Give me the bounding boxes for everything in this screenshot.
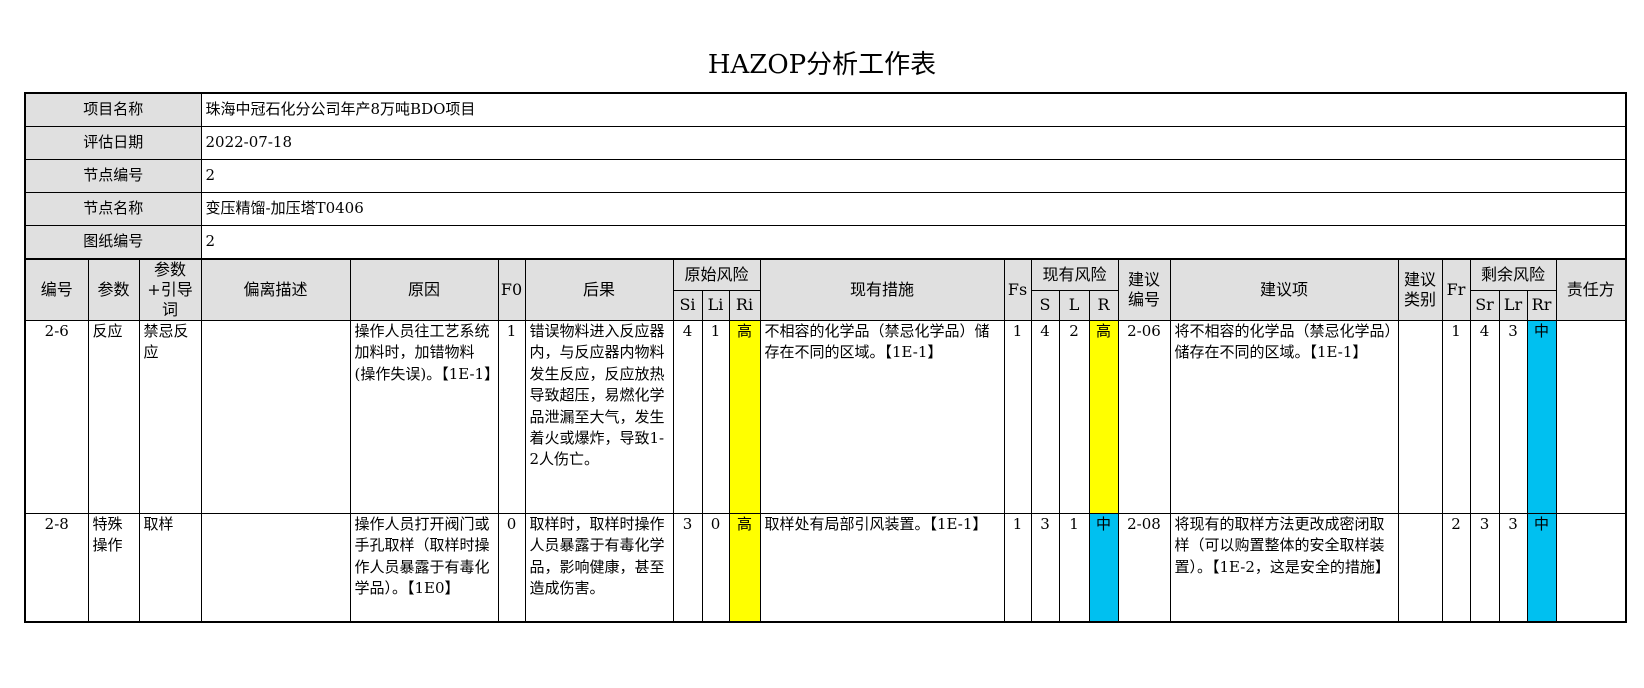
- info-row-date: 评估日期 2022-07-18: [24, 126, 1628, 160]
- cell-rec-id: 2-06: [1117, 320, 1171, 514]
- cell-param: 反应: [87, 320, 140, 514]
- header-fs: Fs: [1003, 258, 1032, 321]
- cell-li: 0: [701, 513, 730, 623]
- header-original-risk: 原始风险: [672, 257, 761, 291]
- cell-owner: [1555, 320, 1628, 514]
- cell-param-guide: 禁忌反应: [138, 320, 202, 514]
- info-label: 图纸编号: [24, 225, 202, 260]
- header-consequence: 后果: [524, 258, 674, 321]
- cell-deviation: [200, 320, 351, 514]
- header-param-guide: 参数+引导词: [138, 258, 202, 321]
- header-param: 参数: [87, 258, 140, 321]
- info-label: 评估日期: [24, 126, 202, 160]
- header-recommendation: 建议项: [1169, 258, 1399, 321]
- cell-consequence: 错误物料进入反应器内，与反应器内物料发生反应，反应放热导致超压，易燃化学品泄漏至…: [524, 320, 674, 514]
- page-title: HAZOP分析工作表: [707, 50, 937, 80]
- cell-l: 1: [1058, 513, 1090, 623]
- header-owner: 责任方: [1555, 258, 1628, 321]
- cell-sr: 4: [1469, 320, 1500, 514]
- cell-fr: 1: [1441, 320, 1471, 514]
- cell-id: 2-6: [24, 320, 89, 514]
- info-label: 节点名称: [24, 192, 202, 226]
- cell-ri: 高: [728, 320, 761, 514]
- cell-param-guide: 取样: [138, 513, 202, 623]
- header-li: Li: [701, 289, 730, 322]
- cell-si: 4: [672, 320, 703, 514]
- header-rec-type: 建议类别: [1397, 258, 1443, 321]
- header-residual-risk: 剩余风险: [1469, 257, 1557, 291]
- header-current-risk: 现有风险: [1030, 257, 1119, 291]
- header-row: 编号 参数 参数+引导词 偏离描述 原因 F0 后果 原始风险 现有措施 Fs …: [24, 257, 1628, 321]
- cell-sr: 3: [1469, 513, 1500, 623]
- header-rr: Rr: [1526, 289, 1557, 322]
- info-row-node-id: 节点编号 2: [24, 159, 1628, 193]
- header-measures: 现有措施: [759, 258, 1005, 321]
- info-label: 项目名称: [24, 92, 202, 127]
- cell-cause: 操作人员打开阀门或手孔取样（取样时操作人员暴露于有毒化学品）。【1E0】: [349, 513, 499, 623]
- cell-r: 中: [1088, 513, 1119, 623]
- info-value: 珠海中冠石化分公司年产8万吨BDO项目: [200, 92, 1628, 127]
- cell-f0: 1: [497, 320, 526, 514]
- cell-l: 2: [1058, 320, 1090, 514]
- table-row: 2-6 反应 禁忌反应 操作人员往工艺系统加料时，加错物料(操作失误)。【1E-…: [24, 320, 1628, 514]
- header-l: L: [1058, 289, 1090, 322]
- cell-rr: 中: [1526, 320, 1557, 514]
- header-lr: Lr: [1498, 289, 1528, 322]
- header-si: Si: [672, 289, 703, 322]
- cell-fs: 1: [1003, 320, 1032, 514]
- header-cause: 原因: [349, 258, 499, 321]
- cell-si: 3: [672, 513, 703, 623]
- cell-deviation: [200, 513, 351, 623]
- header-s: S: [1030, 289, 1060, 322]
- table-row: 2-8 特殊操作 取样 操作人员打开阀门或手孔取样（取样时操作人员暴露于有毒化学…: [24, 513, 1628, 623]
- header-id: 编号: [24, 258, 89, 321]
- cell-rr: 中: [1526, 513, 1557, 623]
- cell-s: 3: [1030, 513, 1060, 623]
- header-subrow: Si Li Ri S L R Sr Lr Rr: [25, 289, 1626, 322]
- cell-fs: 1: [1003, 513, 1032, 623]
- info-row-project-name: 项目名称 珠海中冠石化分公司年产8万吨BDO项目: [24, 92, 1628, 127]
- cell-lr: 3: [1498, 320, 1528, 514]
- cell-rec-type: [1397, 320, 1443, 514]
- header-rec-id: 建议编号: [1117, 258, 1171, 321]
- cell-consequence: 取样时，取样时操作人员暴露于有毒化学品，影响健康，甚至造成伤害。: [524, 513, 674, 623]
- info-value: 2: [200, 159, 1628, 193]
- info-row-drawing-id: 图纸编号 2: [24, 225, 1628, 260]
- cell-recommendation: 将现有的取样方法更改成密闭取样（可以购置整体的安全取样装置）。【1E-2，这是安…: [1169, 513, 1399, 623]
- cell-s: 4: [1030, 320, 1060, 514]
- cell-rec-id: 2-08: [1117, 513, 1171, 623]
- cell-rec-type: [1397, 513, 1443, 623]
- header-r: R: [1088, 289, 1119, 322]
- info-row-node-name: 节点名称 变压精馏-加压塔T0406: [24, 192, 1628, 226]
- hazop-worksheet-table: 项目名称 珠海中冠石化分公司年产8万吨BDO项目 评估日期 2022-07-18…: [24, 92, 1628, 623]
- info-label: 节点编号: [24, 159, 202, 193]
- info-value: 变压精馏-加压塔T0406: [200, 192, 1628, 226]
- cell-param: 特殊操作: [87, 513, 140, 623]
- header-deviation: 偏离描述: [200, 258, 351, 321]
- cell-measures: 取样处有局部引风装置。【1E-1】: [759, 513, 1005, 623]
- cell-r: 高: [1088, 320, 1119, 514]
- header-sr: Sr: [1469, 289, 1500, 322]
- cell-id: 2-8: [24, 513, 89, 623]
- cell-f0: 0: [497, 513, 526, 623]
- info-value: 2: [200, 225, 1628, 260]
- header-ri: Ri: [728, 289, 761, 322]
- cell-recommendation: 将不相容的化学品（禁忌化学品）储存在不同的区域。【1E-1】: [1169, 320, 1399, 514]
- cell-cause: 操作人员往工艺系统加料时，加错物料(操作失误)。【1E-1】: [349, 320, 499, 514]
- cell-ri: 高: [728, 513, 761, 623]
- header-f0: F0: [497, 258, 526, 321]
- info-value: 2022-07-18: [200, 126, 1628, 160]
- header-fr: Fr: [1441, 258, 1471, 321]
- cell-li: 1: [701, 320, 730, 514]
- cell-measures: 不相容的化学品（禁忌化学品）储存在不同的区域。【1E-1】: [759, 320, 1005, 514]
- cell-lr: 3: [1498, 513, 1528, 623]
- cell-fr: 2: [1441, 513, 1471, 623]
- cell-owner: [1555, 513, 1628, 623]
